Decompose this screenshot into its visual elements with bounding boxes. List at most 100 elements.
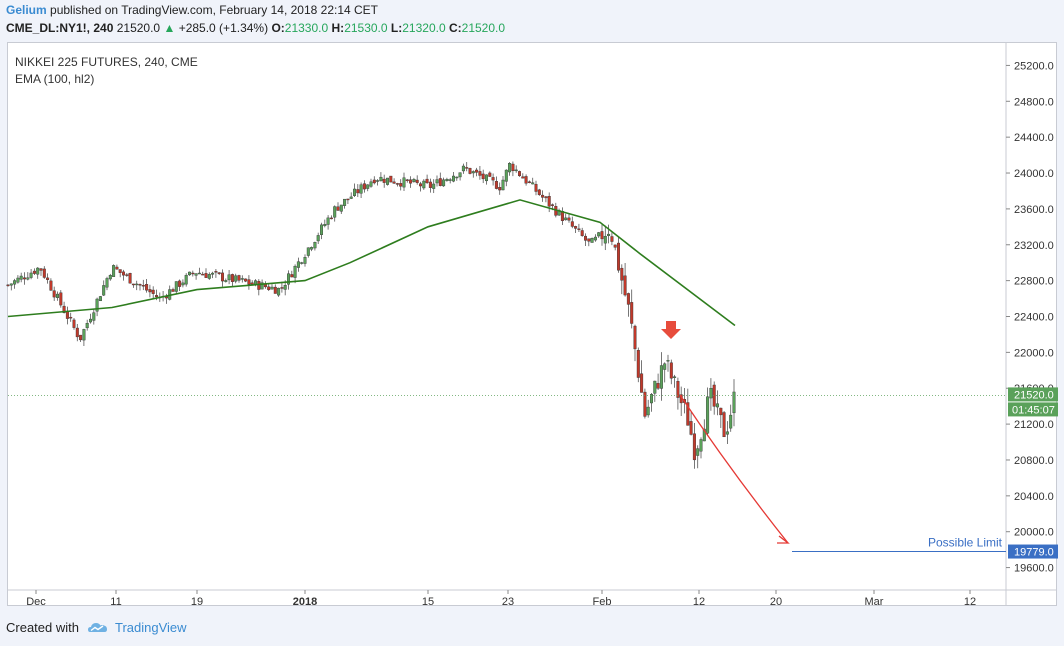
publish-header: Gelium published on TradingView.com, Feb… — [6, 4, 378, 17]
candle-down — [719, 407, 723, 428]
y-tick-label: 20800.0 — [1014, 455, 1054, 467]
candle-down — [478, 166, 482, 180]
candle-body — [300, 262, 304, 264]
candle-body — [353, 188, 357, 196]
candle-down — [178, 279, 182, 291]
candle-body — [633, 325, 637, 350]
candle-body — [125, 274, 129, 276]
candle-body — [481, 173, 485, 180]
candle-up — [725, 421, 729, 445]
candle-down — [587, 238, 591, 247]
candle-down — [524, 174, 528, 186]
candle-up — [293, 264, 297, 284]
candle-up — [485, 174, 489, 185]
candle-up — [445, 177, 449, 182]
candle-down — [151, 286, 155, 299]
candle-down — [145, 278, 149, 293]
candle-up — [29, 268, 33, 280]
candle-body — [376, 180, 380, 182]
candle-body — [85, 323, 89, 329]
candle-body — [145, 284, 149, 291]
candle-body — [422, 180, 426, 189]
candle-body — [593, 236, 597, 241]
candle-body — [626, 293, 630, 305]
close-value: 21520.0 — [461, 21, 506, 35]
chart-frame[interactable] — [7, 42, 1057, 606]
candle-body — [112, 265, 116, 277]
candle-down — [59, 290, 63, 308]
candle-body — [247, 279, 251, 285]
candle-down — [692, 422, 696, 469]
candle-body — [564, 217, 568, 221]
candle-up — [564, 213, 568, 221]
candle-body — [722, 412, 726, 438]
candle-down — [141, 279, 145, 291]
candle-down — [527, 180, 531, 184]
candle-body — [676, 381, 680, 398]
candle-down — [613, 244, 617, 251]
down-arrow-icon — [661, 321, 681, 339]
candle-body — [138, 284, 142, 286]
candle-body — [659, 365, 663, 389]
candle-down — [584, 233, 588, 246]
candle-up — [95, 297, 99, 317]
candle-body — [725, 431, 729, 435]
candle-down — [247, 275, 251, 290]
candle-body — [531, 182, 535, 185]
candle-down — [570, 216, 574, 229]
candle-down — [511, 161, 515, 177]
candle-body — [392, 181, 396, 184]
candle-body — [303, 257, 307, 264]
candle-up — [603, 225, 607, 251]
candle-body — [504, 169, 508, 182]
candle-body — [656, 383, 660, 389]
tradingview-link[interactable]: TradingView — [114, 620, 187, 635]
symbol-label: CME_DL:NY1!, 240 — [6, 21, 114, 35]
candle-down — [204, 268, 208, 278]
legend-title: NIKKEI 225 FUTURES, 240, CME — [15, 55, 198, 69]
candle-body — [46, 277, 50, 280]
candle-up — [650, 393, 654, 412]
candle-body — [39, 268, 43, 271]
projection-arrowhead — [777, 535, 790, 544]
candle-body — [141, 285, 145, 287]
candle-up — [663, 362, 667, 383]
candle-body — [227, 274, 231, 281]
candle-body — [26, 277, 30, 280]
candle-body — [204, 273, 208, 278]
candle-body — [405, 179, 409, 181]
y-tick-label: 19600.0 — [1014, 563, 1054, 575]
candle-body — [283, 285, 287, 290]
candle-down — [537, 188, 541, 196]
candle-down — [580, 227, 584, 237]
candle-up — [366, 184, 370, 192]
tradingview-logo-icon — [87, 622, 107, 632]
candle-up — [442, 177, 446, 187]
candle-body — [524, 176, 528, 184]
candle-up — [16, 275, 20, 284]
candle-up — [732, 379, 736, 427]
candle-down — [577, 223, 581, 233]
candle-body — [220, 272, 224, 282]
candle-body — [244, 278, 248, 282]
candle-body — [702, 428, 706, 442]
candle-up — [597, 231, 601, 238]
legend-indicator: EMA (100, hl2) — [15, 72, 95, 86]
candle-down — [409, 176, 413, 188]
candle-up — [227, 270, 231, 285]
candle-down — [171, 287, 175, 292]
candle-body — [468, 167, 472, 174]
candle-up — [13, 278, 17, 289]
x-tick-label: 12 — [693, 596, 705, 608]
candle-down — [676, 377, 680, 410]
author-link[interactable]: Gelium — [6, 3, 47, 17]
candle-up — [666, 354, 670, 372]
candle-up — [313, 241, 317, 251]
candle-down — [39, 268, 43, 276]
candle-body — [547, 196, 551, 207]
candle-up — [92, 308, 96, 325]
y-tick-label: 23600.0 — [1014, 204, 1054, 216]
candle-down — [389, 175, 393, 183]
candle-body — [478, 171, 482, 176]
